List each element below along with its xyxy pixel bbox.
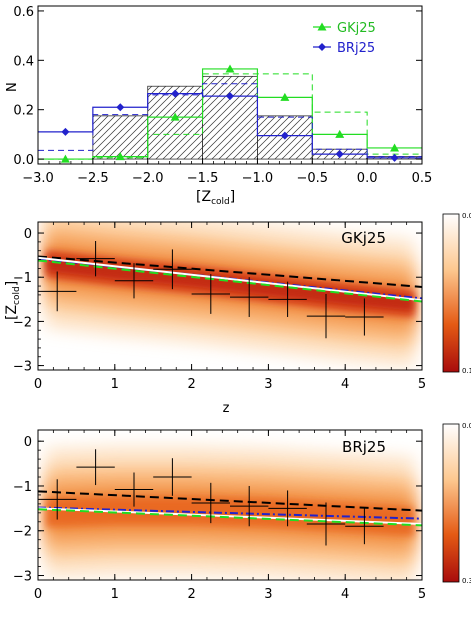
brj25-density-map	[38, 430, 422, 580]
histogram-frame	[37, 5, 423, 165]
histogram-legend: GKj25 BRj25	[313, 21, 376, 56]
x-tick-label: 4	[341, 587, 349, 602]
histogram-y-label: N	[5, 82, 20, 92]
point-gkj25	[60, 154, 70, 163]
gkj25-x-label: z	[223, 401, 230, 416]
y-tick-label: −3	[13, 570, 32, 585]
y-tick-label: −1	[13, 480, 32, 495]
histogram-y-ticks: 0.0 0.2 0.4 0.6	[13, 5, 422, 168]
histogram-series	[38, 64, 422, 163]
brj25-density-panel: 0 1 2 3 4 5 −3 −2 −1 0 BRj25 0.00 0.30	[13, 422, 471, 602]
histogram-panel: −3.0 −2.5 −2.0 −1.5 −1.0 −0.5 0.0 0.5 0.0 0.2 0.4…	[5, 5, 432, 207]
x-tick-label: 4	[341, 377, 349, 392]
brj25-colorbar-min: 0.00	[462, 422, 471, 430]
legend-label-brj25: BRj25	[337, 41, 375, 56]
gkj25-colorbar-min: 0.00	[462, 212, 471, 220]
x-tick-label: 1	[111, 587, 119, 602]
fit-line	[38, 506, 422, 520]
hatched-bar	[147, 85, 203, 160]
brj25-y-ticks: −3 −2 −1 0	[13, 435, 422, 585]
gkj25-panel-label: GKj25	[341, 229, 386, 247]
x-tick-label: 0	[34, 377, 42, 392]
x-tick-label: 3	[264, 587, 272, 602]
y-tick-label: 0	[24, 435, 32, 450]
y-tick-label: −2	[13, 525, 32, 540]
brj25-colorbar	[442, 423, 460, 583]
x-tick-label: 2	[187, 587, 195, 602]
point-brj25	[226, 92, 234, 101]
point-brj25	[280, 131, 289, 140]
point-gkj25	[280, 92, 290, 101]
y-tick-label: 0	[24, 227, 32, 242]
histogram-x-label: [Zcold]	[196, 189, 235, 207]
x-tick-label: −3.0	[22, 171, 54, 186]
x-tick-label: 5	[418, 587, 426, 602]
x-tick-label: −0.5	[296, 171, 328, 186]
gkj25-colorbar	[442, 213, 460, 373]
point-brj25	[171, 89, 180, 98]
gkj25-y-ticks: −3 −2 −1 0	[13, 227, 422, 375]
y-tick-label: 0.0	[13, 153, 34, 168]
gkj25-density-map	[38, 222, 422, 370]
x-tick-label: −1.5	[187, 171, 219, 186]
y-tick-label: −3	[13, 360, 32, 375]
point-gkj25	[390, 143, 400, 152]
x-tick-label: 0.0	[357, 171, 378, 186]
fit-line	[38, 259, 422, 303]
fit-line	[38, 255, 422, 288]
point-brj25	[116, 103, 125, 112]
x-tick-label: −2.0	[132, 171, 164, 186]
legend-label-gkj25: GKj25	[337, 21, 376, 36]
gkj25-error-bars	[38, 240, 384, 339]
y-tick-label: 0.4	[13, 54, 34, 69]
hatched-bar	[92, 115, 149, 160]
x-tick-label: 1	[111, 377, 119, 392]
gkj25-density-panel: 0 1 2 3 4 5 −3 −2 −1 0 GKj25 [Zcold] z 0.00 0.15	[4, 212, 471, 416]
point-gkj25	[115, 152, 125, 161]
brj25-colorbar-max: 0.30	[462, 577, 471, 585]
diamond-marker-icon	[318, 43, 326, 51]
gkj25-colorbar-max: 0.15	[462, 367, 471, 375]
dashed-step-brj25	[38, 83, 422, 158]
gkj25-y-label: [Zcold]	[4, 281, 22, 320]
y-tick-label: 0.6	[13, 5, 34, 20]
point-brj25	[335, 150, 344, 159]
y-tick-label: −2	[13, 315, 32, 330]
point-brj25	[61, 127, 70, 136]
histogram-x-ticks: −3.0 −2.5 −2.0 −1.5 −1.0 −0.5 0.0 0.5	[22, 158, 432, 186]
fit-line	[38, 256, 422, 302]
gkj25-frame	[37, 221, 423, 371]
dashed-step-gkj25	[38, 73, 422, 160]
point-gkj25	[170, 112, 180, 121]
x-tick-label: 5	[418, 377, 426, 392]
fit-line	[38, 490, 422, 512]
point-gkj25	[335, 129, 345, 138]
x-tick-label: −2.5	[77, 171, 109, 186]
x-tick-label: 0.5	[412, 171, 433, 186]
x-tick-label: −1.0	[242, 171, 274, 186]
brj25-x-ticks: 0 1 2 3 4 5	[34, 430, 426, 602]
point-gkj25	[225, 64, 235, 73]
gkj25-x-ticks: 0 1 2 3 4 5	[34, 222, 426, 392]
hatched-bar	[202, 75, 258, 160]
fit-line	[38, 508, 422, 527]
x-tick-label: 0	[34, 587, 42, 602]
x-tick-label: 2	[187, 377, 195, 392]
brj25-error-bars	[38, 449, 384, 546]
brj25-fit-lines	[38, 490, 422, 527]
brj25-panel-label: BRj25	[342, 438, 386, 456]
x-tick-label: 3	[264, 377, 272, 392]
triangle-marker-icon	[317, 22, 327, 31]
gkj25-fit-lines	[38, 255, 422, 303]
y-tick-label: −1	[13, 271, 32, 286]
brj25-frame	[37, 429, 423, 581]
point-brj25	[390, 153, 399, 162]
y-tick-label: 0.2	[13, 104, 34, 119]
